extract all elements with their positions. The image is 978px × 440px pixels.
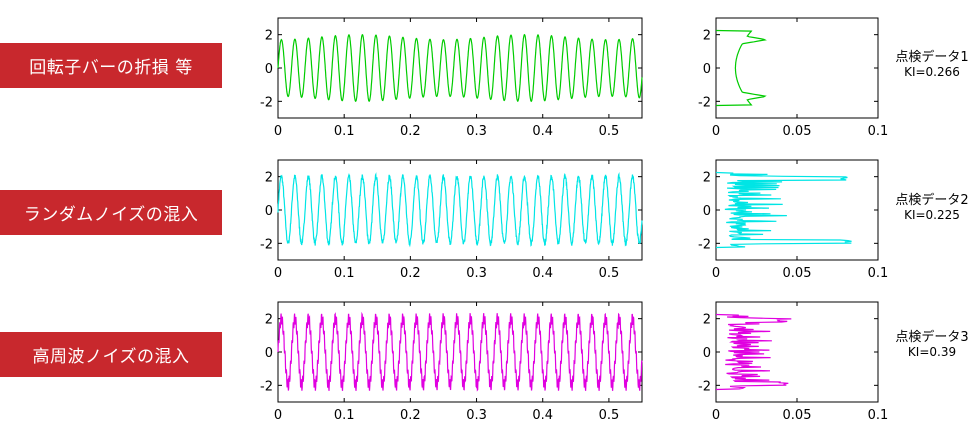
x-tick-label: 0.3	[466, 408, 487, 423]
y-tick-label: -2	[698, 379, 711, 394]
y-tick-label: 2	[703, 29, 711, 44]
series-line	[277, 33, 643, 103]
x-tick-label: 0.2	[400, 124, 421, 139]
series-line	[277, 171, 643, 248]
note-title: 点検データ1	[895, 50, 969, 65]
note-ki: KI=0.266	[904, 65, 960, 79]
y-tick-label: -2	[260, 95, 273, 110]
series-line	[715, 171, 852, 249]
y-tick-label: 2	[703, 171, 711, 186]
x-tick-label: 0.1	[334, 124, 355, 139]
note-ki: KI=0.225	[904, 208, 960, 222]
x-tick-label: 0	[712, 124, 720, 139]
y-tick-label: 0	[265, 346, 273, 361]
x-tick-label: 0	[274, 266, 282, 281]
x-tick-label: 0.4	[532, 124, 553, 139]
note-title: 点検データ3	[895, 330, 969, 345]
plot-frame	[715, 17, 879, 119]
x-tick-label: 0.1	[334, 408, 355, 423]
y-tick-label: 2	[265, 29, 273, 44]
x-tick-label: 0.4	[532, 266, 553, 281]
y-tick-label: 2	[265, 171, 273, 186]
y-tick-label: 0	[703, 346, 711, 361]
series-line	[715, 313, 792, 391]
series-line	[715, 29, 767, 107]
x-tick-label: 0.05	[783, 408, 812, 423]
x-tick-label: 0.2	[400, 266, 421, 281]
x-tick-label: 0	[274, 408, 282, 423]
row-label-hf-noise: 高周波ノイズの混入	[0, 332, 222, 377]
x-tick-label: 0	[712, 408, 720, 423]
y-tick-label: 2	[265, 313, 273, 328]
series-line	[277, 311, 643, 392]
x-tick-label: 0	[712, 266, 720, 281]
x-tick-label: 0.1	[868, 124, 889, 139]
x-tick-label: 0.3	[466, 124, 487, 139]
y-tick-label: 0	[703, 204, 711, 219]
y-tick-label: -2	[698, 95, 711, 110]
x-tick-label: 0.5	[599, 124, 620, 139]
x-tick-label: 0	[274, 124, 282, 139]
x-tick-label: 0.05	[783, 124, 812, 139]
x-tick-label: 0.1	[868, 266, 889, 281]
note-data2: 点検データ2 KI=0.225	[882, 193, 978, 223]
note-data3: 点検データ3 KI=0.39	[882, 330, 978, 360]
y-tick-label: -2	[260, 237, 273, 252]
x-tick-label: 0.2	[400, 408, 421, 423]
x-tick-label: 0.4	[532, 408, 553, 423]
x-tick-label: 0.05	[783, 266, 812, 281]
y-tick-label: 0	[265, 204, 273, 219]
y-tick-label: -2	[698, 237, 711, 252]
note-title: 点検データ2	[895, 193, 969, 208]
note-ki: KI=0.39	[907, 345, 957, 359]
x-tick-label: 0.3	[466, 266, 487, 281]
x-tick-label: 0.5	[599, 408, 620, 423]
y-tick-label: 2	[703, 313, 711, 328]
x-tick-label: 0.1	[334, 266, 355, 281]
y-tick-label: 0	[703, 62, 711, 77]
x-tick-label: 0.5	[599, 266, 620, 281]
note-data1: 点検データ1 KI=0.266	[882, 50, 978, 80]
x-tick-label: 0.1	[868, 408, 889, 423]
y-tick-label: 0	[265, 62, 273, 77]
row-label-random-noise: ランダムノイズの混入	[0, 190, 222, 235]
y-tick-label: -2	[260, 379, 273, 394]
row-label-rotor-bar: 回転子バーの折損 等	[0, 43, 222, 88]
